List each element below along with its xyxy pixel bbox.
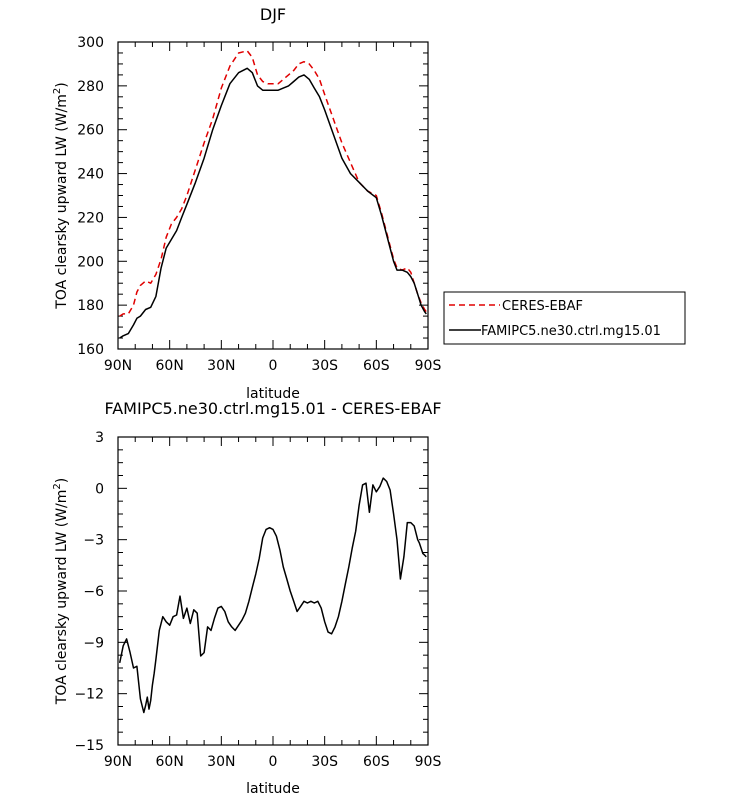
x-tick-label: 30S (311, 754, 338, 770)
top-panel-djf: 90N 60N 30N 0 30S 60S 90S 160 180 200 220 240 260 280… (52, 5, 441, 402)
y-tick-label: −3 (83, 533, 104, 549)
x-tick-label: 0 (269, 358, 278, 374)
y-tick-label: −6 (83, 584, 104, 600)
x-tick-label: 90N (104, 358, 132, 374)
x-tick-label: 90S (415, 358, 442, 374)
x-tick-label: 30S (311, 358, 338, 374)
y-tick-label: 160 (77, 342, 104, 358)
y-tick-label: 200 (77, 254, 104, 270)
y-tick-label: 240 (77, 167, 104, 183)
series-line-famipc5-ne30-ctrl-mg15-01 (119, 67, 427, 339)
x-tick-label: 90N (104, 754, 132, 770)
legend: CERES-EBAF FAMIPC5.ne30.ctrl.mg15.01 (443, 291, 686, 345)
legend-label-famipc5: FAMIPC5.ne30.ctrl.mg15.01 (481, 324, 661, 339)
y-tick-label: −12 (74, 687, 104, 703)
y-axis-label: TOA clearsky upward LW (W/m2) (52, 478, 70, 705)
legend-box (443, 291, 686, 345)
legend-label-ceres-ebaf: CERES-EBAF (502, 299, 583, 314)
x-tick-label: 60S (363, 358, 390, 374)
bottom-panel-difference: 90N 60N 30N 0 30S 60S 90S −15 −12 −9 −6 −3 0 3FAMIPC5… (52, 399, 442, 797)
y-axis-label: TOA clearsky upward LW (W/m2) (52, 82, 70, 309)
x-tick-label: 90S (415, 754, 442, 770)
x-axis-label: latitude (246, 386, 300, 402)
x-tick-label: 60N (156, 754, 184, 770)
difference-series-line (118, 477, 427, 714)
x-axis-label: latitude (246, 781, 300, 797)
x-tick-label: 60S (363, 754, 390, 770)
y-tick-label: 260 (77, 123, 104, 139)
y-tick-label: 300 (77, 35, 104, 51)
plot-frame (117, 41, 429, 350)
y-tick-label: −9 (83, 635, 104, 651)
y-tick-label: −15 (74, 738, 104, 754)
x-tick-label: 0 (269, 754, 278, 770)
y-tick-label: 280 (77, 79, 104, 95)
y-tick-label: 3 (95, 430, 104, 446)
x-tick-label: 30N (207, 358, 235, 374)
x-tick-label: 60N (156, 358, 184, 374)
y-tick-label: 180 (77, 298, 104, 314)
y-tick-label: 220 (77, 210, 104, 226)
y-tick-label: 0 (95, 481, 104, 497)
panel-title: DJF (260, 5, 286, 24)
panel-title: FAMIPC5.ne30.ctrl.mg15.01 - CERES-EBAF (104, 399, 441, 418)
x-tick-label: 30N (207, 754, 235, 770)
